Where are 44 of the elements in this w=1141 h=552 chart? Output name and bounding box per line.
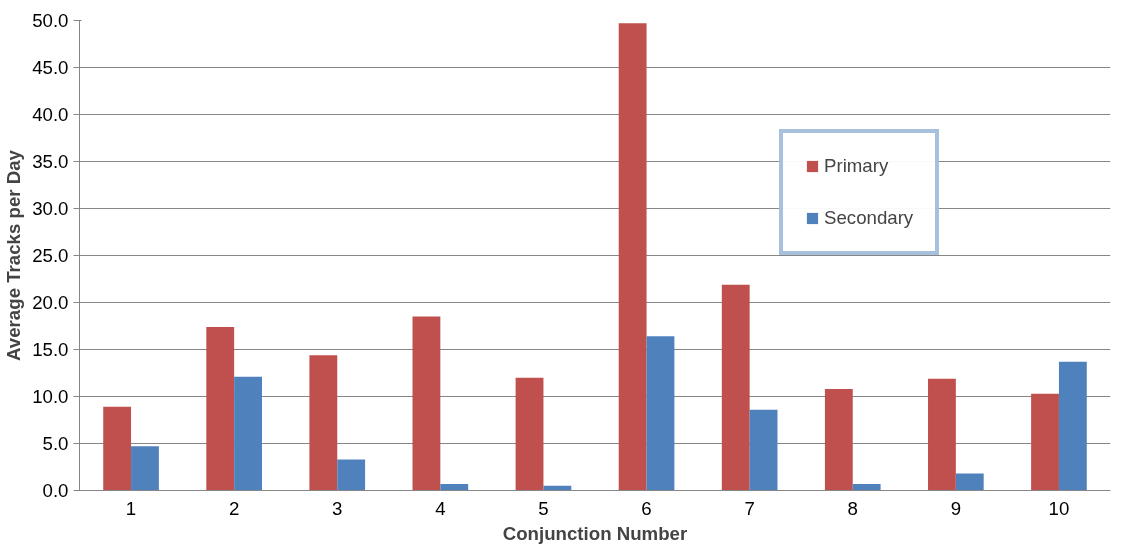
bar bbox=[928, 378, 956, 491]
bar bbox=[824, 388, 853, 491]
bar bbox=[206, 326, 235, 491]
bar bbox=[103, 406, 132, 491]
y-tick-label: 40.0 bbox=[32, 104, 69, 125]
y-axis-title: Average Tracks per Day bbox=[3, 149, 25, 361]
bar bbox=[749, 409, 778, 491]
x-tick-label: 6 bbox=[641, 497, 652, 519]
x-tick-label: 3 bbox=[332, 497, 343, 519]
bar bbox=[646, 336, 675, 491]
bar bbox=[1058, 361, 1087, 491]
x-tick-label: 9 bbox=[950, 497, 962, 519]
bar bbox=[721, 284, 750, 491]
x-tick-label: 8 bbox=[847, 497, 858, 519]
y-tick-label: 5.0 bbox=[42, 433, 69, 454]
y-tick-label: 45.0 bbox=[32, 57, 69, 78]
bar bbox=[337, 459, 366, 491]
y-tick-label: 30.0 bbox=[32, 198, 69, 219]
bar bbox=[412, 316, 441, 491]
x-tick-label: 1 bbox=[125, 497, 137, 519]
bar bbox=[852, 483, 881, 491]
x-tick-label: 2 bbox=[228, 497, 240, 519]
x-axis-title: Conjunction Number bbox=[502, 522, 688, 544]
bar bbox=[234, 376, 262, 491]
y-tick-label: 25.0 bbox=[32, 245, 69, 266]
y-tick-label: 35.0 bbox=[32, 151, 69, 172]
x-tick-label: 5 bbox=[538, 497, 549, 519]
bar bbox=[309, 355, 338, 491]
bar bbox=[1031, 393, 1059, 491]
legend-label: Secondary bbox=[824, 207, 914, 229]
y-tick-label: 15.0 bbox=[32, 339, 69, 360]
bar bbox=[131, 446, 159, 491]
x-tick-label: 10 bbox=[1048, 497, 1070, 519]
bar bbox=[955, 473, 984, 491]
x-tick-label: 7 bbox=[744, 497, 755, 519]
y-tick-label: 10.0 bbox=[32, 386, 69, 407]
y-tick-label: 0.0 bbox=[42, 480, 69, 501]
bar bbox=[440, 483, 469, 491]
bar bbox=[515, 377, 544, 491]
y-tick-label: 50.0 bbox=[32, 10, 69, 31]
x-tick-label: 4 bbox=[435, 497, 446, 519]
bar bbox=[618, 23, 647, 491]
legend-label: Primary bbox=[824, 155, 889, 177]
y-tick-label: 20.0 bbox=[32, 292, 69, 313]
